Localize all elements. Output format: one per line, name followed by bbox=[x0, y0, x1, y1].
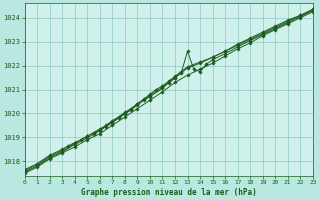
X-axis label: Graphe pression niveau de la mer (hPa): Graphe pression niveau de la mer (hPa) bbox=[81, 188, 257, 197]
